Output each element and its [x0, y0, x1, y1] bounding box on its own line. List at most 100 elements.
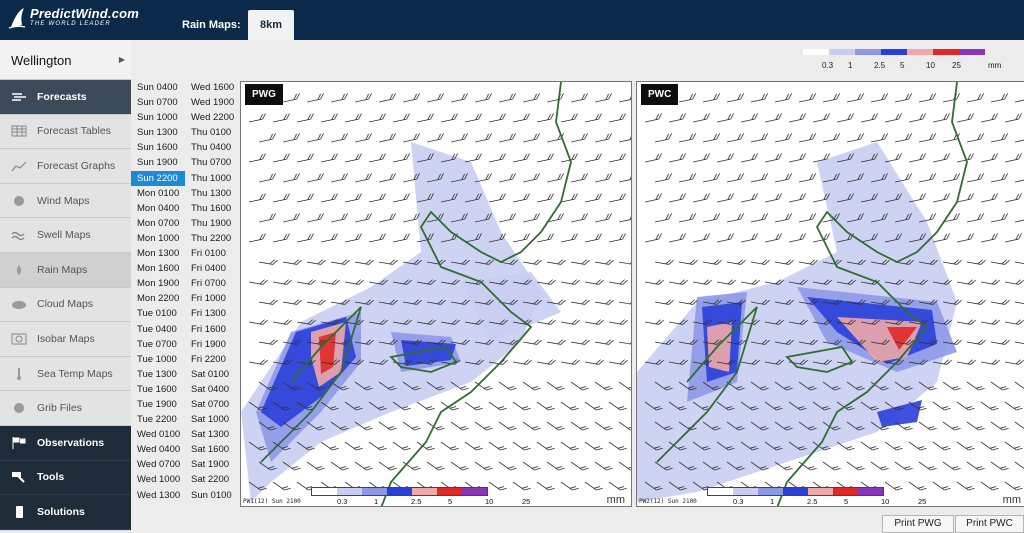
- time-option[interactable]: Wed 0100: [137, 429, 181, 441]
- time-option[interactable]: Mon 1000: [137, 232, 180, 244]
- sidebar-item-forecasts[interactable]: Forecasts: [0, 80, 131, 115]
- time-option[interactable]: Tue 1300: [137, 368, 177, 380]
- time-option[interactable]: Thu 0100: [191, 127, 232, 139]
- wind-barb: [594, 173, 612, 183]
- time-option[interactable]: Sun 1300: [137, 127, 178, 139]
- wind-barb: [248, 153, 266, 163]
- wind-barb: [812, 359, 832, 365]
- time-option[interactable]: Tue 2200: [137, 414, 177, 426]
- sidebar-item-cloud-maps[interactable]: Cloud Maps: [0, 287, 131, 323]
- time-option[interactable]: Tue 0400: [137, 323, 177, 335]
- sidebar-item-forecast-tables[interactable]: Forecast Tables: [0, 114, 131, 150]
- wind-barb: [402, 93, 420, 103]
- time-option[interactable]: Thu 0700: [191, 157, 232, 169]
- time-option[interactable]: Mon 0100: [137, 187, 180, 199]
- time-option[interactable]: Fri 1600: [191, 323, 226, 335]
- time-option[interactable]: Thu 2200: [191, 232, 232, 244]
- sidebar-item-grib-files[interactable]: Grib Files: [0, 391, 131, 426]
- print-pwc-button[interactable]: Print PWC: [955, 515, 1024, 533]
- legend-tick: 5: [448, 497, 453, 506]
- time-option[interactable]: Fri 1900: [191, 338, 226, 350]
- time-option[interactable]: Sun 2200: [131, 170, 185, 186]
- time-option[interactable]: Tue 1000: [137, 353, 177, 365]
- time-option[interactable]: Fri 1000: [191, 293, 226, 305]
- time-option[interactable]: Fri 2200: [191, 353, 226, 365]
- time-option[interactable]: Tue 1900: [137, 398, 177, 410]
- wind-barb: [392, 279, 412, 285]
- tab-8km[interactable]: 8km: [248, 10, 294, 40]
- time-option[interactable]: Sat 1000: [191, 414, 230, 426]
- wind-barb: [764, 153, 782, 163]
- time-option[interactable]: Wed 1900: [191, 97, 235, 109]
- wind-barb: [282, 213, 300, 223]
- map-pwg[interactable]: PWG PW1(12) Sun 2100 0.3 1 2.5 5 10 25 mm: [240, 81, 632, 507]
- location-selector[interactable]: Wellington ▶: [0, 40, 131, 80]
- time-option[interactable]: Sat 1300: [191, 429, 230, 441]
- wind-barb: [932, 193, 950, 203]
- wind-barb: [368, 113, 386, 123]
- time-option[interactable]: Fri 0700: [191, 278, 226, 290]
- time-option[interactable]: Mon 1900: [137, 278, 180, 290]
- logo[interactable]: PredictWind.com THE WORLD LEADER: [8, 6, 139, 29]
- time-option[interactable]: Mon 0400: [137, 202, 180, 214]
- time-option[interactable]: Wed 2200: [191, 112, 235, 124]
- time-option[interactable]: Sat 0700: [191, 398, 230, 410]
- time-option[interactable]: Sat 1600: [191, 444, 230, 456]
- time-option[interactable]: Sun 0400: [137, 82, 178, 93]
- time-option[interactable]: Mon 1300: [137, 248, 180, 260]
- time-option[interactable]: Wed 0400: [137, 444, 181, 456]
- wind-barb: [584, 401, 603, 411]
- time-option[interactable]: Wed 1300: [137, 489, 181, 501]
- time-option[interactable]: Thu 1600: [191, 202, 232, 214]
- time-option[interactable]: Mon 1600: [137, 263, 180, 275]
- sidebar-item-swell-maps[interactable]: Swell Maps: [0, 218, 131, 253]
- legend-unit: mm: [988, 61, 1002, 70]
- time-option[interactable]: Mon 2200: [137, 293, 180, 305]
- sidebar-item-observations[interactable]: Observations: [0, 425, 131, 461]
- time-option[interactable]: Wed 1000: [137, 474, 181, 486]
- time-option[interactable]: Sun 1600: [137, 142, 178, 154]
- time-option[interactable]: Fri 1300: [191, 308, 226, 320]
- sidebar-item-forecast-graphs[interactable]: Forecast Graphs: [0, 149, 131, 184]
- wind-barb: [966, 133, 984, 143]
- time-option[interactable]: Thu 1900: [191, 217, 232, 229]
- time-option[interactable]: Sat 0100: [191, 368, 230, 380]
- map-pwc[interactable]: PWC PW2(12) Sun 2100 0.3 1 2.5 5 10 25 mm: [636, 81, 1024, 507]
- time-option[interactable]: Sun 0700: [137, 97, 178, 109]
- wind-barb: [344, 153, 362, 163]
- wind-barb: [570, 259, 590, 265]
- sidebar-item-isobar-maps[interactable]: Isobar Maps: [0, 322, 131, 357]
- sidebar-item-wind-maps[interactable]: Wind Maps: [0, 183, 131, 219]
- time-option[interactable]: Thu 1300: [191, 187, 232, 199]
- wind-barb: [846, 381, 865, 391]
- time-option[interactable]: Thu 0400: [191, 142, 232, 154]
- time-option[interactable]: Tue 0100: [137, 308, 177, 320]
- time-option[interactable]: Sat 1900: [191, 459, 230, 471]
- wind-barb: [248, 193, 266, 203]
- wind-barb: [932, 153, 950, 163]
- time-option[interactable]: Sun 1000: [137, 112, 178, 124]
- time-option[interactable]: Sun 0100: [191, 489, 232, 501]
- time-option[interactable]: Fri 0400: [191, 263, 226, 275]
- sidebar-item-tools[interactable]: Tools: [0, 460, 131, 496]
- time-option[interactable]: Fri 0100: [191, 248, 226, 260]
- time-option[interactable]: Sat 2200: [191, 474, 230, 486]
- sidebar-item-sea-temp-maps[interactable]: Sea Temp Maps: [0, 356, 131, 392]
- time-option[interactable]: Sat 0400: [191, 383, 230, 395]
- sidebar-item-rain-maps[interactable]: Rain Maps: [0, 252, 131, 288]
- wind-barb: [488, 153, 506, 163]
- print-pwg-button[interactable]: Print PWG: [882, 515, 954, 533]
- time-option[interactable]: Wed 0700: [137, 459, 181, 471]
- wind-barb: [668, 319, 688, 325]
- wind-barb: [908, 441, 927, 451]
- time-option[interactable]: Wed 1600: [191, 82, 235, 93]
- time-option[interactable]: Tue 1600: [137, 383, 177, 395]
- sidebar-item-solutions[interactable]: Solutions: [0, 495, 131, 530]
- time-option[interactable]: Sun 1900: [137, 157, 178, 169]
- wind-barb: [1014, 421, 1024, 431]
- time-option[interactable]: Mon 0700: [137, 217, 180, 229]
- time-option[interactable]: Tue 0700: [137, 338, 177, 350]
- time-option[interactable]: Thu 1000: [191, 172, 232, 184]
- wind-barb: [966, 93, 984, 103]
- wind-barb: [822, 133, 840, 143]
